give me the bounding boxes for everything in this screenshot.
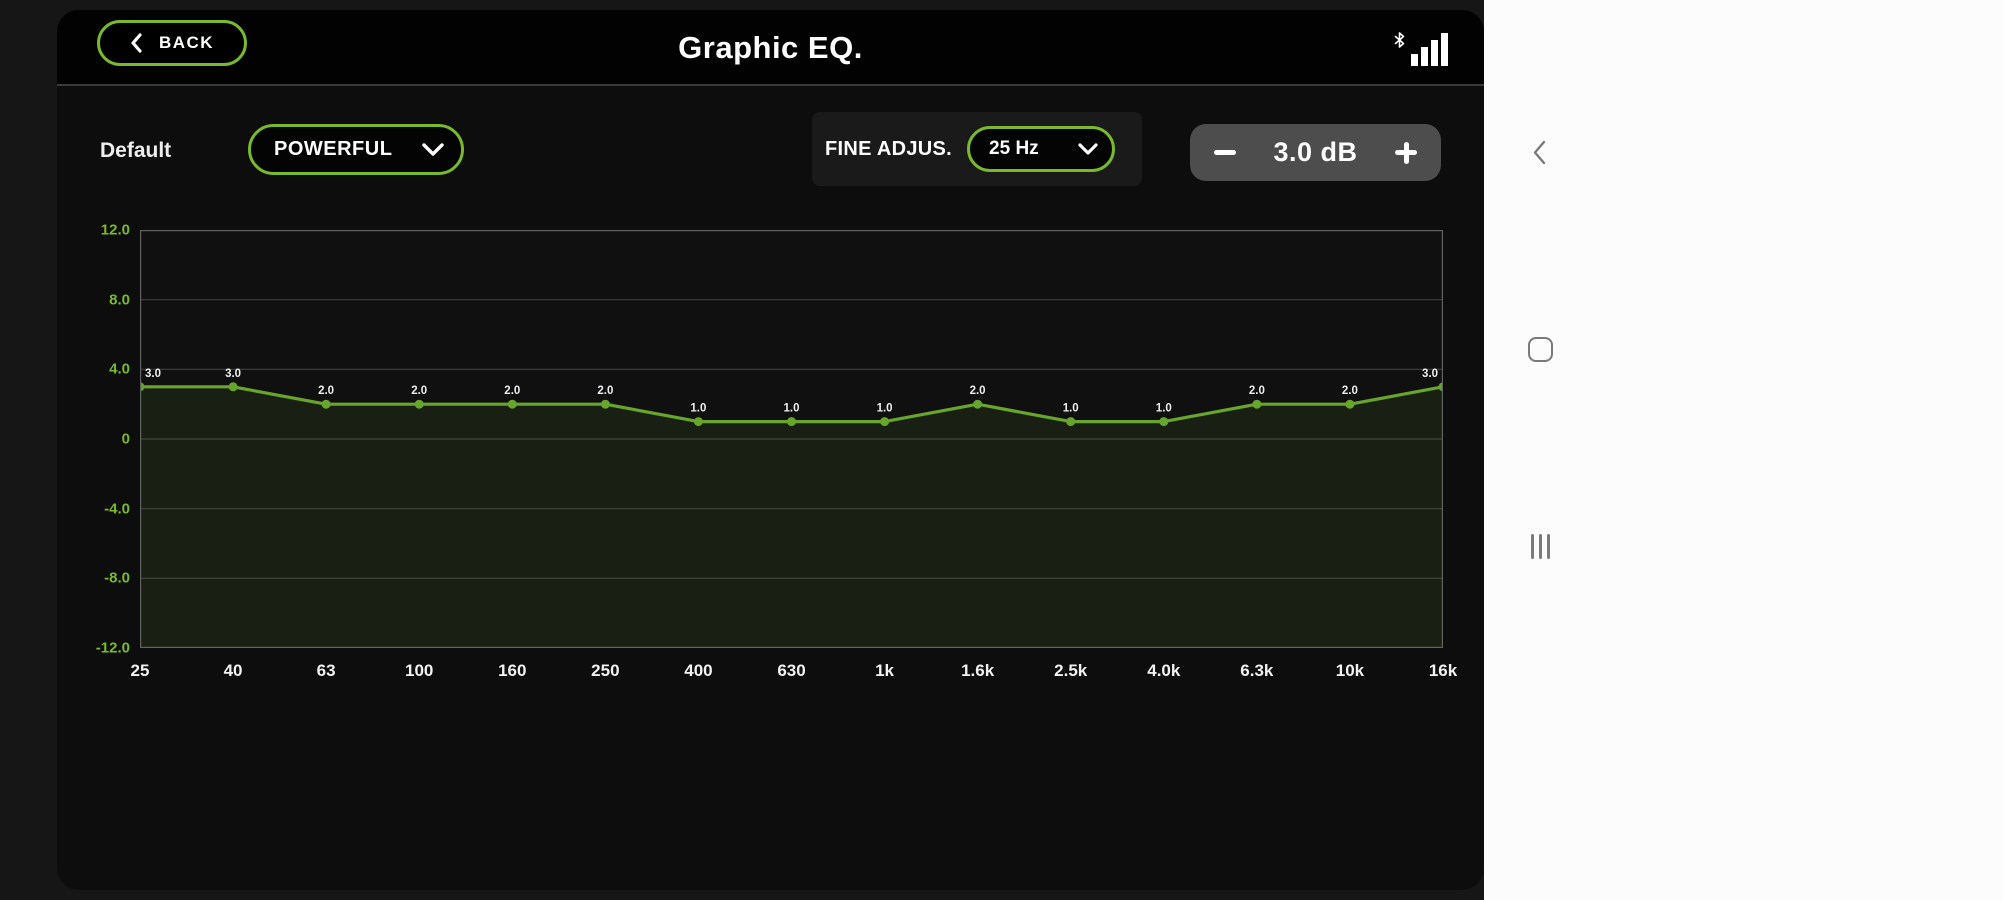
x-axis-tick-label: 63 bbox=[316, 661, 336, 680]
x-axis-tick-label: 100 bbox=[405, 661, 434, 680]
svg-text:3.0: 3.0 bbox=[1422, 368, 1438, 380]
x-axis-tick-label: 1k bbox=[875, 661, 895, 680]
android-navbar bbox=[1484, 0, 2003, 900]
preset-dropdown[interactable]: POWERFUL bbox=[248, 124, 464, 175]
eq-y-axis: 12.0 8.0 4.0 0 -4.0 -8.0 -12.0 bbox=[57, 222, 134, 657]
svg-text:3.0: 3.0 bbox=[225, 368, 241, 380]
y-axis-tick-label: -8.0 bbox=[104, 569, 130, 587]
fine-adjust-label: FINE ADJUS. bbox=[825, 137, 953, 160]
nav-back-icon[interactable] bbox=[1512, 132, 1568, 172]
fine-adjust-panel: FINE ADJUS. 25 Hz bbox=[812, 112, 1142, 186]
svg-text:1.0: 1.0 bbox=[1156, 403, 1172, 415]
y-axis-tick-label: 0 bbox=[121, 430, 130, 448]
svg-text:1.0: 1.0 bbox=[877, 403, 893, 415]
y-axis-tick-label: 12.0 bbox=[100, 221, 130, 239]
svg-text:1.0: 1.0 bbox=[690, 403, 706, 415]
y-axis-tick-label: -12.0 bbox=[95, 639, 130, 657]
app-header: BACK Graphic EQ. bbox=[57, 10, 1484, 86]
x-axis-tick-label: 400 bbox=[684, 661, 713, 680]
signal-strength-icon bbox=[1411, 33, 1448, 66]
chevron-down-icon bbox=[1078, 143, 1098, 155]
svg-text:1.0: 1.0 bbox=[784, 403, 800, 415]
svg-text:1.0: 1.0 bbox=[1063, 403, 1079, 415]
eq-curve[interactable]: 3.0 3.0 2.0 2.0 2.0 2.0 1.0 1.0 1.0 2.0 1.0 1.0 2.0 2… bbox=[140, 230, 1443, 648]
x-axis-tick-label: 10k bbox=[1335, 661, 1365, 680]
preset-value: POWERFUL bbox=[274, 138, 393, 160]
x-axis-tick-label: 25 bbox=[130, 661, 150, 680]
back-button[interactable]: BACK bbox=[97, 20, 247, 66]
svg-text:2.0: 2.0 bbox=[1342, 385, 1358, 397]
gain-stepper: 3.0 dB bbox=[1190, 124, 1441, 181]
svg-text:2.0: 2.0 bbox=[411, 385, 427, 397]
x-axis-tick-label: 6.3k bbox=[1240, 661, 1274, 680]
nav-home-icon[interactable] bbox=[1512, 329, 1568, 369]
x-axis-tick-label: 250 bbox=[591, 661, 620, 680]
home-square-icon bbox=[1527, 336, 1553, 362]
frequency-dropdown[interactable]: 25 Hz bbox=[967, 126, 1116, 172]
back-label: BACK bbox=[158, 33, 215, 52]
plus-icon bbox=[1395, 141, 1417, 164]
nav-recents-icon[interactable] bbox=[1512, 526, 1568, 566]
graphic-eq-app: BACK Graphic EQ. Default POWERFUL FINE A… bbox=[57, 10, 1484, 890]
svg-text:2.0: 2.0 bbox=[597, 385, 613, 397]
x-axis-tick-label: 2.5k bbox=[1054, 661, 1088, 680]
x-axis-tick-label: 160 bbox=[498, 661, 527, 680]
page-title: Graphic EQ. bbox=[678, 30, 863, 65]
eq-x-axis: 25 40 63 100 160 250 400 630 1k 1.6k 2.5k 4.0k 6.3k 1… bbox=[131, 659, 1458, 685]
gain-value: 3.0 dB bbox=[1273, 137, 1358, 167]
gain-increase-button[interactable] bbox=[1393, 140, 1419, 166]
y-axis-tick-label: -4.0 bbox=[104, 500, 130, 518]
svg-text:2.0: 2.0 bbox=[970, 385, 986, 397]
svg-text:2.0: 2.0 bbox=[504, 385, 520, 397]
x-axis-tick-label: 16k bbox=[1428, 661, 1458, 680]
x-axis-tick-label: 630 bbox=[777, 661, 806, 680]
svg-text:3.0: 3.0 bbox=[145, 368, 161, 380]
x-axis-tick-label: 1.6k bbox=[961, 661, 995, 680]
recents-bars-icon bbox=[1530, 533, 1550, 559]
bluetooth-icon bbox=[1394, 32, 1405, 53]
preset-label: Default bbox=[100, 139, 172, 162]
chevron-down-icon bbox=[422, 143, 444, 156]
x-axis-tick-label: 40 bbox=[223, 661, 243, 680]
gain-decrease-button[interactable] bbox=[1212, 140, 1238, 166]
y-axis-tick-label: 4.0 bbox=[109, 360, 130, 378]
frequency-value: 25 Hz bbox=[989, 138, 1039, 159]
x-axis-tick-label: 4.0k bbox=[1147, 661, 1181, 680]
y-axis-tick-label: 8.0 bbox=[109, 291, 130, 309]
eq-chart[interactable]: 3.0 3.0 2.0 2.0 2.0 2.0 1.0 1.0 1.0 2.0 1.0 1.0 2.0 2… bbox=[140, 230, 1443, 648]
svg-text:2.0: 2.0 bbox=[318, 385, 334, 397]
status-area bbox=[1394, 30, 1448, 68]
back-chevron-icon bbox=[130, 33, 143, 53]
minus-icon bbox=[1214, 150, 1236, 155]
svg-text:2.0: 2.0 bbox=[1249, 385, 1265, 397]
